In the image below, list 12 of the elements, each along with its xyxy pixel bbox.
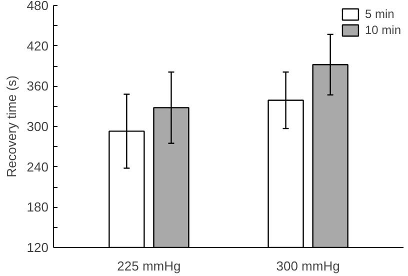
y-tick-label: 480 [26,0,49,13]
y-tick-label: 360 [26,78,49,94]
legend-label: 10 min [364,23,401,37]
x-tick-label: 225 mmHg [117,258,181,274]
y-tick-label: 240 [26,159,49,174]
y-tick-label: 120 [26,240,49,255]
legend-label: 5 min [364,7,394,21]
x-tick-label: 300 mmHg [276,258,340,274]
y-axis-title: Recovery time (s) [4,76,19,178]
y-tick-label: 300 [26,119,49,134]
y-tick-label: 180 [26,200,49,215]
y-tick-label: 420 [26,38,49,54]
